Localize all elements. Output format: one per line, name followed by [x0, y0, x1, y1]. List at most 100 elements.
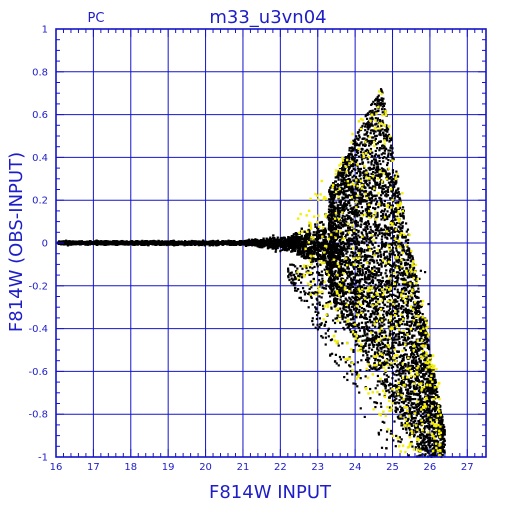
data-point: [87, 241, 90, 244]
data-point: [297, 236, 300, 239]
data-point: [299, 252, 302, 255]
data-point: [312, 248, 315, 251]
data-point: [274, 250, 277, 253]
data-point: [181, 240, 184, 244]
data-point: [277, 239, 280, 243]
data-point: [314, 259, 317, 263]
data-point: [306, 254, 310, 257]
data-point: [275, 238, 279, 241]
data-point: [201, 242, 204, 245]
data-point: [272, 244, 275, 247]
data-point: [313, 233, 317, 236]
data-point: [303, 240, 306, 243]
data-point: [305, 237, 308, 241]
data-point: [301, 251, 304, 255]
data-point: [254, 238, 257, 241]
data-point: [293, 249, 296, 252]
data-point: [300, 234, 303, 238]
data-point: [327, 224, 331, 227]
data-point: [338, 244, 341, 247]
data-point: [308, 250, 311, 253]
data-point: [304, 238, 307, 241]
data-point: [324, 257, 327, 260]
data-point: [316, 226, 319, 229]
data-point: [89, 241, 92, 244]
data-point: [321, 242, 324, 245]
data-point: [238, 240, 242, 243]
data-point: [286, 243, 289, 246]
data-point: [314, 258, 317, 261]
data-point: [327, 249, 330, 252]
data-point: [319, 246, 322, 250]
data-point: [305, 249, 308, 252]
data-point: [315, 238, 319, 242]
data-point: [314, 249, 317, 252]
data-point: [309, 248, 313, 251]
data-point: [270, 242, 274, 245]
data-point: [308, 247, 311, 250]
data-point: [296, 246, 300, 250]
data-point: [305, 252, 308, 255]
data-point: [105, 242, 109, 245]
data-point: [318, 237, 321, 240]
data-point: [259, 239, 263, 242]
data-point: [106, 240, 109, 243]
data-point: [205, 243, 208, 246]
data-point: [310, 249, 313, 253]
data-point: [244, 242, 248, 245]
data-point: [305, 233, 308, 236]
data-point: [313, 250, 316, 253]
data-point: [337, 271, 340, 274]
data-point: [331, 242, 334, 245]
data-point: [207, 242, 210, 246]
data-point: [82, 241, 85, 244]
data-point: [297, 244, 300, 247]
data-point: [322, 259, 325, 262]
data-point: [310, 261, 313, 264]
data-point: [299, 238, 302, 241]
data-point: [326, 262, 329, 265]
data-point: [294, 243, 298, 246]
data-point: [325, 249, 328, 252]
data-point: [312, 260, 315, 263]
data-point: [283, 237, 286, 240]
data-point: [300, 227, 303, 230]
data-point: [172, 243, 175, 246]
data-point: [267, 239, 270, 242]
data-point: [145, 241, 148, 244]
data-point: [332, 265, 336, 268]
data-point: [318, 221, 322, 224]
data-point: [166, 243, 169, 246]
data-point: [304, 245, 307, 249]
data-point: [305, 235, 309, 238]
data-point: [301, 247, 304, 251]
data-point: [84, 243, 87, 246]
data-point: [184, 240, 187, 243]
data-point: [109, 241, 112, 244]
data-point: [268, 237, 271, 241]
data-point: [166, 241, 169, 244]
data-point: [326, 247, 330, 251]
data-point: [185, 243, 188, 246]
data-point: [282, 246, 285, 249]
data-point: [98, 242, 101, 245]
data-point: [338, 253, 341, 256]
data-point: [195, 241, 198, 244]
data-point: [324, 232, 327, 235]
data-point: [221, 240, 224, 243]
data-point: [203, 244, 206, 247]
data-point: [309, 246, 312, 249]
data-point: [275, 240, 278, 243]
data-point: [174, 243, 177, 246]
data-point: [100, 242, 104, 245]
data-point: [84, 241, 87, 244]
data-point: [71, 241, 74, 244]
data-point: [318, 235, 321, 238]
data-point: [289, 245, 292, 248]
data-point: [316, 247, 319, 250]
data-point: [322, 258, 325, 261]
data-point: [315, 231, 318, 234]
data-point: [238, 243, 241, 246]
data-point: [326, 216, 329, 219]
data-point: [305, 236, 308, 239]
